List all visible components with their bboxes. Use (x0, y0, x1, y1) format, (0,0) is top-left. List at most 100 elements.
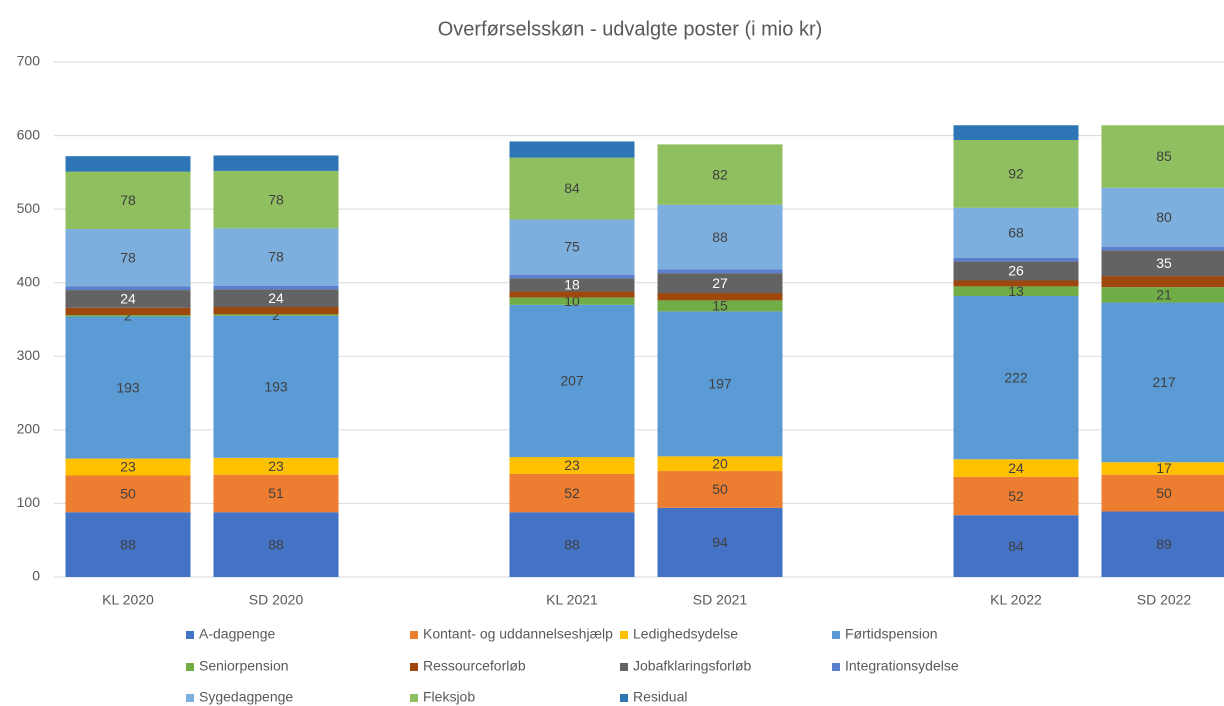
data-label: 222 (1004, 369, 1028, 385)
data-label: 197 (708, 376, 732, 392)
data-label: 88 (268, 536, 284, 552)
data-label: 27 (712, 275, 728, 291)
bar-segment (65, 458, 191, 476)
data-label: 89 (1156, 536, 1172, 552)
data-label: 52 (1008, 488, 1024, 504)
legend-label: Ledighedsydelse (633, 626, 738, 642)
legend-swatch (186, 663, 194, 671)
data-label: 23 (120, 459, 136, 475)
legend-label: Sygedagpenge (199, 689, 293, 705)
y-tick-label: 500 (17, 200, 41, 216)
y-tick-label: 0 (32, 568, 40, 584)
bar-segment (213, 512, 339, 577)
legend-swatch (620, 663, 628, 671)
legend-swatch (410, 694, 418, 702)
data-label: 94 (712, 534, 728, 550)
data-label: 207 (560, 373, 584, 389)
bar-segment (509, 474, 635, 513)
x-tick-label: SD 2020 (249, 592, 304, 608)
legend-label: Kontant- og uddannelseshjælp (423, 626, 613, 642)
bar-segment (213, 457, 339, 475)
bar-segment (657, 293, 783, 301)
data-label: 23 (564, 457, 580, 473)
data-label: 75 (564, 239, 580, 255)
bar-segment (1101, 246, 1224, 251)
x-tick-label: KL 2020 (102, 592, 154, 608)
bar-segment (953, 257, 1079, 262)
data-label: 88 (712, 229, 728, 245)
y-tick-label: 700 (17, 53, 41, 69)
bar-segment (65, 171, 191, 230)
bar-segment (65, 307, 191, 316)
bar-segment (213, 474, 339, 513)
bar-segment (213, 314, 339, 316)
data-label: 21 (1156, 287, 1172, 303)
bar-segment (213, 306, 339, 315)
data-label: 24 (1008, 460, 1024, 476)
bar-segment (509, 278, 635, 292)
bar-segment (1101, 474, 1224, 512)
bar-segment (509, 219, 635, 275)
bar-segment (509, 512, 635, 577)
data-label: 84 (1008, 538, 1024, 554)
bar-segment (213, 155, 339, 171)
data-label: 88 (564, 536, 580, 552)
data-label: 80 (1156, 209, 1172, 225)
bar-segment (657, 456, 783, 472)
bar-segment (509, 157, 635, 220)
legend-swatch (186, 631, 194, 639)
bar-segment (953, 295, 1079, 460)
data-label: 78 (120, 192, 136, 208)
bar-segment (1101, 187, 1224, 247)
data-label: 50 (1156, 485, 1172, 501)
bar-segment (657, 269, 783, 274)
bar-segment (65, 316, 191, 459)
data-label: 23 (268, 458, 284, 474)
legend-swatch (620, 631, 628, 639)
data-label: 17 (1156, 460, 1172, 476)
legend-label: Jobafklaringsforløb (633, 658, 751, 674)
data-label: 52 (564, 485, 580, 501)
data-label: 26 (1008, 263, 1024, 279)
bar-segment (213, 228, 339, 286)
data-label: 51 (268, 485, 284, 501)
bar-segment (509, 297, 635, 305)
data-label: 35 (1156, 255, 1172, 271)
bar-segment (509, 141, 635, 158)
legend-swatch (832, 663, 840, 671)
bar-segment (213, 289, 339, 307)
bar-segment (953, 459, 1079, 477)
data-label: 15 (712, 298, 728, 314)
bar-segment (213, 315, 339, 458)
bar-segment (953, 261, 1079, 281)
bar-segment (509, 304, 635, 458)
y-tick-label: 600 (17, 126, 41, 142)
data-label: 92 (1008, 166, 1024, 182)
legend-label: A-dagpenge (199, 626, 276, 642)
data-label: 193 (116, 379, 140, 395)
bar-segment (953, 280, 1079, 287)
bar-segment (1101, 250, 1224, 277)
bar-segment (953, 515, 1079, 577)
data-label: 50 (712, 481, 728, 497)
legend-swatch (620, 694, 628, 702)
data-label: 84 (564, 180, 580, 196)
x-tick-label: SD 2022 (1137, 592, 1192, 608)
bar-segment (65, 290, 191, 308)
data-label: 88 (120, 536, 136, 552)
legend-swatch (410, 663, 418, 671)
y-tick-label: 300 (17, 347, 41, 363)
y-tick-label: 400 (17, 273, 41, 289)
bar-segment (1101, 125, 1224, 188)
legend-label: Seniorpension (199, 658, 289, 674)
data-label: 82 (712, 166, 728, 182)
bar-segment (509, 291, 635, 298)
legend-label: Førtidspension (845, 626, 938, 642)
bar-segment (509, 457, 635, 474)
bar-segment (65, 156, 191, 172)
x-tick-label: SD 2021 (693, 592, 748, 608)
bar-segment (213, 285, 339, 290)
data-label: 24 (268, 290, 284, 306)
bar-segment (657, 273, 783, 294)
bar-segment (953, 286, 1079, 296)
